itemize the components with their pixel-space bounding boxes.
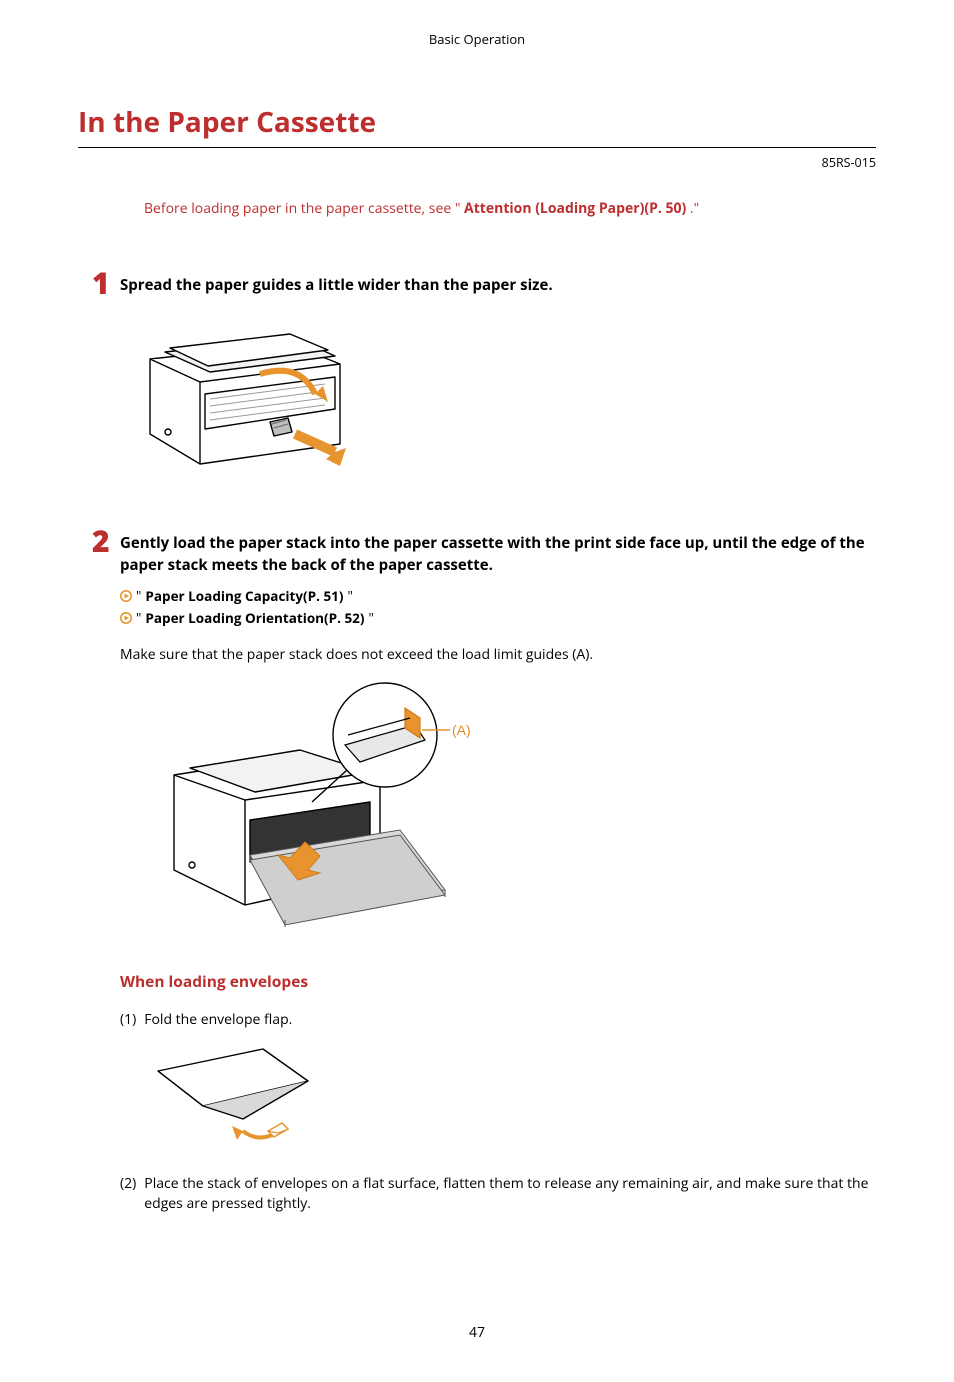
link-quote-r: " — [347, 587, 352, 605]
intro-prefix: Before loading paper in the paper casset… — [144, 199, 464, 218]
link-orientation-text: Paper Loading Orientation(P. 52) — [145, 609, 364, 627]
intro-note: Before loading paper in the paper casset… — [144, 199, 876, 218]
envelope-step-1-idx: (1) — [120, 1010, 136, 1030]
link-quote-l: " — [136, 609, 141, 627]
diagram-envelope-fold — [148, 1041, 876, 1156]
step-1-number: 1 — [92, 268, 120, 298]
step-2-number: 2 — [92, 526, 120, 556]
intro-link[interactable]: Attention (Loading Paper)(P. 50) — [464, 199, 690, 218]
envelope-step-1: (1) Fold the envelope flap. — [120, 1010, 876, 1030]
step-2: 2 Gently load the paper stack into the p… — [92, 526, 876, 577]
envelopes-subheading: When loading envelopes — [120, 970, 876, 992]
play-icon — [120, 612, 132, 624]
step-2-text: Gently load the paper stack into the pap… — [120, 526, 876, 577]
step-1-text: Spread the paper guides a little wider t… — [120, 268, 553, 297]
envelope-step-1-text: Fold the envelope flap. — [144, 1010, 292, 1030]
section-header: Basic Operation — [78, 30, 876, 48]
page-title: In the Paper Cassette — [78, 103, 876, 148]
step-1: 1 Spread the paper guides a little wider… — [92, 268, 876, 298]
diagram-spread-guides — [140, 314, 876, 484]
diagram-load-paper: (A) — [170, 680, 876, 940]
envelope-step-2-text: Place the stack of envelopes on a flat s… — [144, 1174, 876, 1213]
link-capacity[interactable]: " Paper Loading Capacity(P. 51) " — [120, 587, 876, 605]
load-limit-note: Make sure that the paper stack does not … — [120, 645, 876, 664]
link-quote-l: " — [136, 587, 141, 605]
page-number: 47 — [78, 1323, 876, 1342]
intro-suffix: ." — [690, 199, 699, 218]
play-icon — [120, 590, 132, 602]
marker-a-label: (A) — [452, 722, 470, 738]
envelope-step-2: (2) Place the stack of envelopes on a fl… — [120, 1174, 876, 1213]
link-capacity-text: Paper Loading Capacity(P. 51) — [145, 587, 343, 605]
link-orientation[interactable]: " Paper Loading Orientation(P. 52) " — [120, 609, 876, 627]
link-quote-r: " — [368, 609, 373, 627]
doc-code: 85RS-015 — [78, 154, 876, 171]
envelope-step-2-idx: (2) — [120, 1174, 136, 1213]
